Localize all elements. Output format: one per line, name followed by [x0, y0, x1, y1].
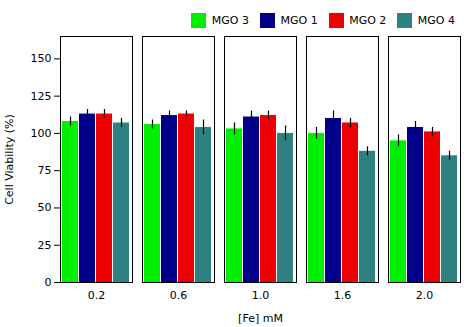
- html-text:MGO 1: MGO 1: [280, 14, 318, 27]
- html-text:MGO 2: MGO 2: [349, 14, 387, 27]
- svg-text:0.6: 0.6: [170, 289, 188, 302]
- svg-text:0: 0: [45, 276, 52, 289]
- svg-text:125: 125: [31, 90, 52, 103]
- svg-text:150: 150: [31, 52, 52, 65]
- svg-text:Cell Viability (%): Cell Viability (%): [3, 114, 16, 205]
- html-text:MGO 3: MGO 3: [211, 14, 249, 27]
- svg-text:1.0: 1.0: [252, 289, 270, 302]
- svg-text:1.6: 1.6: [334, 289, 352, 302]
- svg-text:[Fe] mM: [Fe] mM: [238, 312, 283, 325]
- svg-text:0.2: 0.2: [88, 289, 106, 302]
- svg-text:50: 50: [38, 201, 52, 214]
- svg-text:75: 75: [38, 164, 52, 177]
- svg-text:100: 100: [31, 127, 52, 140]
- svg-text:2.0: 2.0: [416, 289, 434, 302]
- svg-text:25: 25: [38, 239, 52, 252]
- html-text:MGO 4: MGO 4: [417, 14, 455, 27]
